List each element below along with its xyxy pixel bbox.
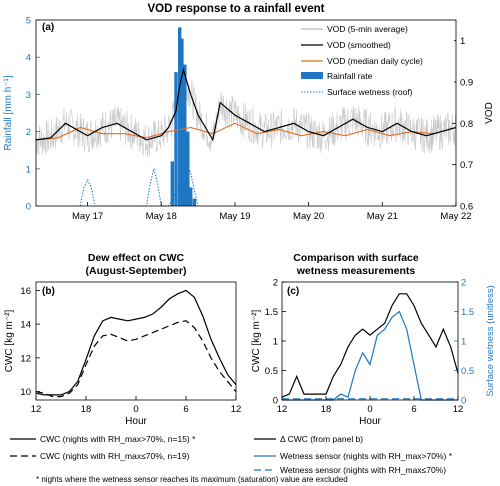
y-left-tick-label: 0.5 — [265, 366, 278, 377]
panel-a-ylabel-right: VOD — [484, 102, 495, 124]
panel-b-legend: CWC (nights with RH_max>70%, n=15) * CWC… — [10, 434, 196, 461]
x-tick-label: 6 — [411, 404, 416, 415]
series-wetness-wet-line — [282, 310, 458, 401]
x-tick-label: May 19 — [219, 211, 250, 222]
rainfall-bar — [180, 38, 184, 206]
legend-label-vod-smoothed: VOD (smoothed) — [327, 40, 391, 50]
x-tick-label: 12 — [453, 404, 464, 415]
y-left-tick-label: 1 — [26, 164, 31, 175]
y-tick-label: 16 — [20, 286, 31, 297]
legend-label-cwc-wet: CWC (nights with RH_max>70%, n=15) * — [40, 434, 196, 444]
y-left-tick-label: 2 — [273, 278, 278, 289]
legend-label-cwc-dry: CWC (nights with RH_max≤70%, n=19) — [40, 451, 190, 461]
panel-a-legend-box — [298, 22, 454, 103]
y-right-tick-label: 0.9 — [460, 78, 473, 89]
y-left-tick-label: 4 — [26, 53, 31, 64]
legend-swatch-rainfall — [301, 72, 323, 79]
x-tick-label: 12 — [31, 404, 42, 415]
y-tick-label: 12 — [20, 353, 31, 364]
panel-a-ylabel-left: Rainfall [mm h⁻¹] — [3, 75, 14, 151]
y-right-tick-label: 0.5 — [461, 366, 474, 377]
panel-c-title-line2: wetness measurements — [296, 265, 416, 277]
footnote: * nights where the wetness sensor reache… — [36, 475, 348, 484]
panel-a-plot: May 17 May 18 May 19 May 20 May 21 May 22 0 1 2 3… — [26, 16, 474, 223]
y-left-tick-label: 2 — [26, 127, 31, 138]
y-right-tick-label: 0.8 — [460, 119, 473, 130]
legend-label-vod-5min: VOD (5-min average) — [327, 24, 408, 34]
series-vod-median-line — [35, 122, 457, 141]
panel-b-frame — [35, 281, 237, 401]
legend-label-wetness-dry: Wetness sensor (nights with RH_max≤70%) — [280, 465, 446, 475]
legend-label-wetness: Surface wetness (roof) — [327, 87, 413, 97]
panel-c-xlabel: Hour — [359, 416, 381, 427]
x-tick-label: 12 — [231, 404, 242, 415]
panel-c-legend: Δ CWC (from panel b) Wetness sensor (nig… — [254, 434, 453, 475]
legend-label-vod-median: VOD (median daily cycle) — [327, 56, 423, 66]
series-vod-5min-line — [35, 70, 457, 158]
panel-b-title-line1: Dew effect on CWC — [88, 252, 185, 264]
y-left-tick-label: 5 — [26, 16, 31, 27]
panel-c-label: (c) — [287, 286, 299, 297]
series-vod-smoothed-line — [35, 67, 457, 142]
legend-label-delta-cwc: Δ CWC (from panel b) — [280, 434, 363, 444]
y-left-tick-label: 1 — [273, 337, 278, 348]
rainfall-bar — [178, 27, 182, 207]
x-tick-label: May 22 — [440, 211, 471, 222]
series-cwc-wet-line — [35, 289, 237, 396]
x-tick-label: 18 — [321, 404, 332, 415]
series-delta-cwc-line — [281, 293, 459, 398]
panel-c-frame — [281, 281, 459, 401]
x-tick-label: 6 — [183, 404, 188, 415]
x-tick-label: 18 — [81, 404, 92, 415]
y-tick-label: 14 — [20, 320, 31, 331]
rainfall-bar — [192, 198, 197, 206]
rainfall-bar — [170, 161, 174, 206]
panel-b-label: (b) — [42, 286, 55, 297]
panel-a-label: (a) — [42, 22, 54, 33]
y-right-tick-label: 1.5 — [461, 307, 474, 318]
y-left-tick-label: 0 — [273, 396, 278, 407]
y-tick-label: 10 — [20, 387, 31, 398]
panel-c-ylabel-right: Surface wetness (unitless) — [485, 285, 496, 396]
panel-a-title: VOD response to a rainfall event — [147, 3, 324, 15]
rainfall-bar — [189, 187, 193, 206]
y-right-tick-label: 0 — [461, 396, 466, 407]
panel-b-title-line2: (August-September) — [86, 265, 187, 277]
y-right-tick-label: 2 — [461, 278, 466, 289]
x-tick-label: May 18 — [146, 211, 177, 222]
series-cwc-dry-line — [35, 320, 237, 398]
y-right-tick-label: 0.6 — [460, 202, 473, 213]
rainfall-bar — [183, 64, 187, 206]
y-left-tick-label: 3 — [26, 90, 31, 101]
series-surface-wetness-line — [79, 163, 199, 207]
x-tick-label: May 20 — [293, 211, 324, 222]
legend-label-wetness-wet: Wetness sensor (nights with RH_max>70%) … — [280, 451, 453, 461]
x-tick-label: May 21 — [367, 211, 398, 222]
panel-a-legend: VOD (5-min average) VOD (smoothed) VOD (… — [298, 22, 454, 103]
y-right-tick-label: 0.7 — [460, 160, 473, 171]
y-left-tick-label: 1.5 — [265, 307, 278, 318]
panel-c-ylabel-left: CWC [kg m⁻²] — [251, 310, 262, 373]
x-tick-label: 12 — [277, 404, 288, 415]
x-tick-label: May 17 — [72, 211, 103, 222]
y-right-tick-label: 1 — [460, 36, 465, 47]
y-left-tick-label: 0 — [26, 202, 31, 213]
legend-label-rainfall: Rainfall rate — [327, 71, 373, 81]
rainfall-bar — [186, 131, 190, 206]
y-right-tick-label: 1 — [461, 337, 466, 348]
x-tick-label: 0 — [367, 404, 372, 415]
rainfall-bar — [174, 72, 178, 206]
panel-b-xlabel: Hour — [125, 416, 147, 427]
x-tick-label: 0 — [133, 404, 138, 415]
panel-a-frame — [35, 19, 457, 207]
panel-b-ylabel: CWC [kg m⁻²] — [4, 310, 15, 373]
panel-c-title-line1: Comparison with surface — [293, 252, 419, 264]
